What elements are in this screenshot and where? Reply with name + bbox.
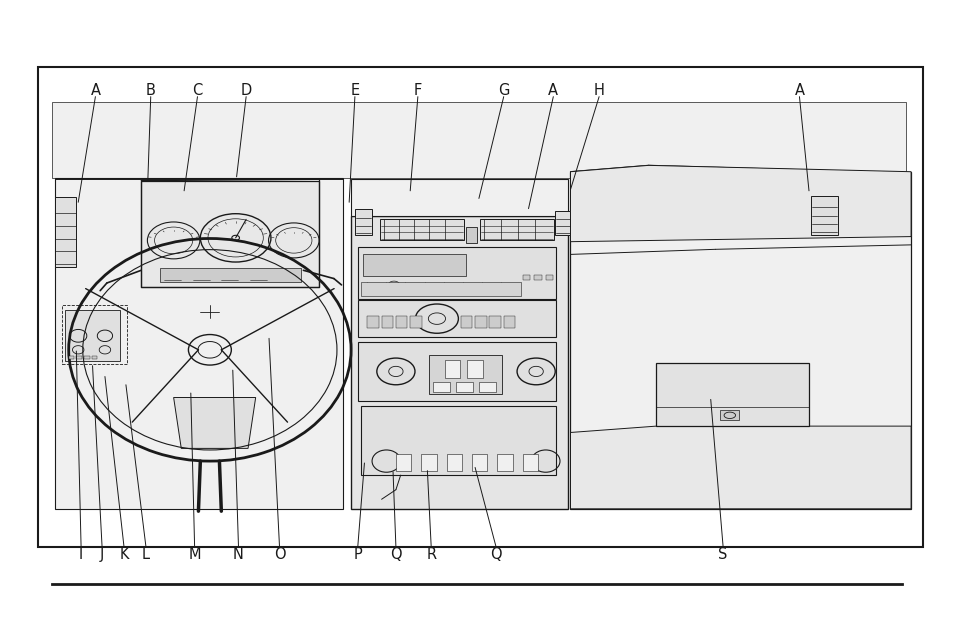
Bar	[810, 196, 837, 235]
Bar	[446, 454, 461, 471]
Bar	[62, 305, 127, 364]
Text: N: N	[233, 547, 244, 562]
Bar	[497, 454, 512, 471]
Bar	[656, 363, 808, 426]
Polygon shape	[570, 165, 910, 242]
Bar	[534, 275, 541, 280]
Text: J: J	[100, 547, 104, 562]
Polygon shape	[55, 178, 343, 509]
Bar	[522, 275, 530, 280]
Bar	[467, 360, 482, 378]
Bar	[38, 67, 923, 547]
Bar	[429, 355, 501, 394]
Bar	[84, 356, 90, 359]
Text: M: M	[188, 547, 201, 562]
Polygon shape	[351, 216, 567, 509]
Text: A: A	[548, 83, 558, 98]
Bar	[444, 360, 459, 378]
Bar	[489, 316, 500, 328]
Bar	[76, 356, 82, 359]
Text: R: R	[426, 547, 436, 562]
Bar	[433, 382, 450, 392]
Bar	[379, 219, 463, 240]
Bar	[503, 316, 515, 328]
Bar	[357, 300, 556, 337]
Text: F: F	[414, 83, 421, 98]
Bar	[478, 382, 496, 392]
Text: H: H	[593, 83, 604, 98]
Bar	[55, 197, 76, 267]
Bar	[456, 382, 473, 392]
Bar	[351, 179, 567, 216]
Bar	[465, 227, 476, 243]
Text: D: D	[240, 83, 252, 98]
Text: Q: Q	[390, 547, 401, 562]
Bar	[479, 219, 554, 240]
Text: A: A	[91, 83, 100, 98]
Bar	[367, 316, 378, 328]
Polygon shape	[52, 102, 905, 178]
Bar	[555, 211, 570, 235]
Text: P: P	[353, 547, 362, 562]
Bar	[381, 316, 393, 328]
Text: B: B	[146, 83, 155, 98]
Bar	[360, 406, 556, 475]
Bar	[472, 454, 487, 471]
Text: Q: Q	[490, 547, 501, 562]
Bar	[357, 247, 556, 299]
Polygon shape	[46, 102, 915, 537]
Text: C: C	[193, 83, 202, 98]
Bar	[395, 316, 407, 328]
Bar	[522, 454, 537, 471]
Text: O: O	[274, 547, 285, 562]
Bar	[360, 282, 520, 296]
Bar	[421, 454, 436, 471]
Polygon shape	[570, 426, 910, 509]
Polygon shape	[570, 172, 910, 509]
Bar	[69, 356, 74, 359]
Bar	[720, 410, 739, 420]
Bar	[141, 181, 318, 287]
Text: A: A	[794, 83, 803, 98]
Bar	[395, 454, 411, 471]
Text: I: I	[79, 547, 83, 562]
Bar	[91, 356, 97, 359]
Polygon shape	[173, 398, 255, 448]
Bar	[410, 316, 421, 328]
Text: L: L	[142, 547, 150, 562]
Bar	[545, 275, 553, 280]
Bar	[460, 316, 472, 328]
Bar	[357, 342, 556, 401]
Text: E: E	[350, 83, 359, 98]
Bar	[65, 310, 120, 361]
Text: S: S	[718, 547, 727, 562]
Bar	[362, 254, 465, 276]
Bar	[355, 209, 372, 235]
Bar	[475, 316, 486, 328]
Text: G: G	[497, 83, 509, 98]
Text: K: K	[119, 547, 129, 562]
Bar	[160, 268, 301, 282]
